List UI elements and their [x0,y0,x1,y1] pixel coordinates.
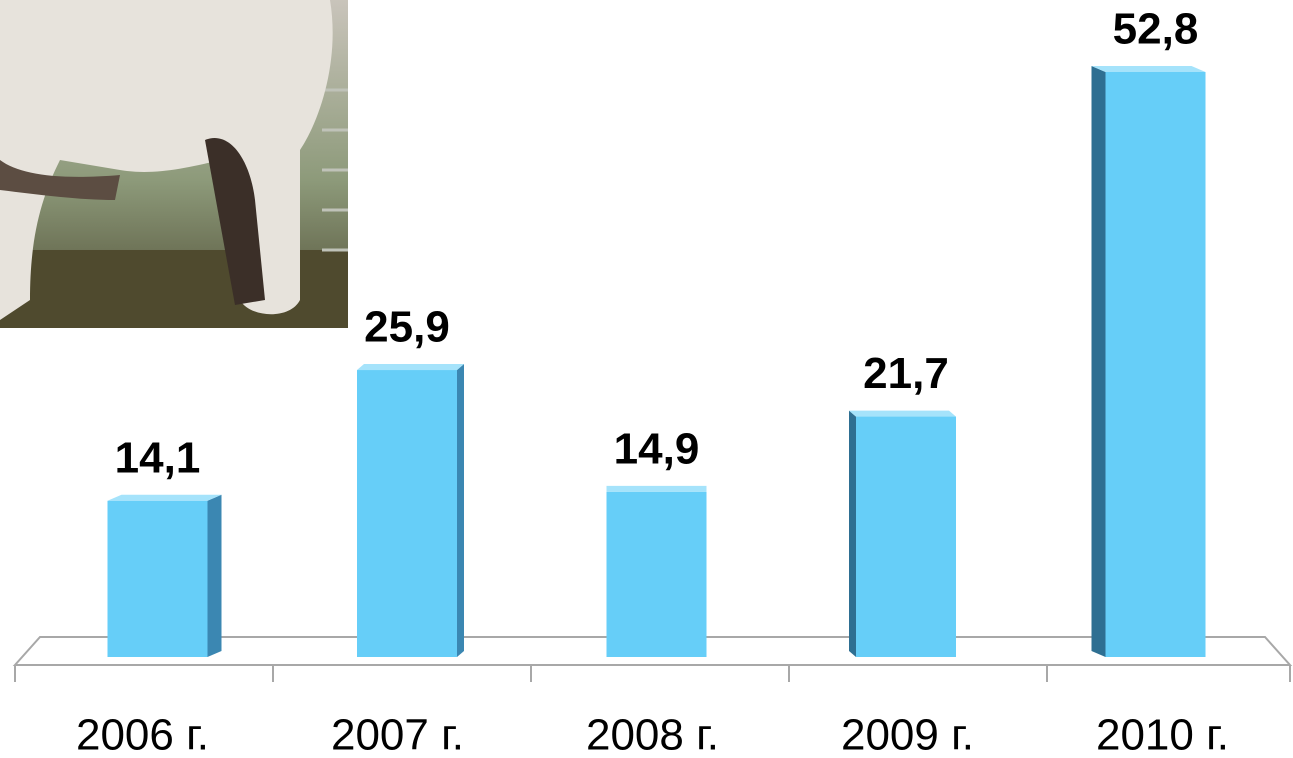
bar-side [207,494,222,657]
data-label: 52,8 [1113,5,1199,54]
bar [606,491,707,657]
x-tick-label: 2009 г. [841,711,974,758]
data-label: 21,7 [863,349,949,398]
bar-top [849,410,956,417]
bar-top [606,485,707,492]
bar-side [1091,66,1106,657]
bar [107,500,208,657]
bar-side [849,410,856,657]
bar [856,416,956,657]
bar-top [357,364,464,371]
bar-top [107,494,222,501]
x-tick-label: 2007 г. [331,711,464,758]
bar [357,370,457,657]
x-tick-label: 2010 г. [1096,711,1229,758]
data-label: 14,9 [614,425,700,474]
bar-top [1091,66,1206,72]
data-label: 25,9 [364,303,450,352]
bar-side [457,364,464,657]
x-tick-label: 2006 г. [76,711,209,758]
photo [0,0,348,328]
bar [1105,72,1206,657]
axis [14,665,1291,682]
x-tick-label: 2008 г. [586,711,719,758]
data-label: 14,1 [115,433,201,482]
